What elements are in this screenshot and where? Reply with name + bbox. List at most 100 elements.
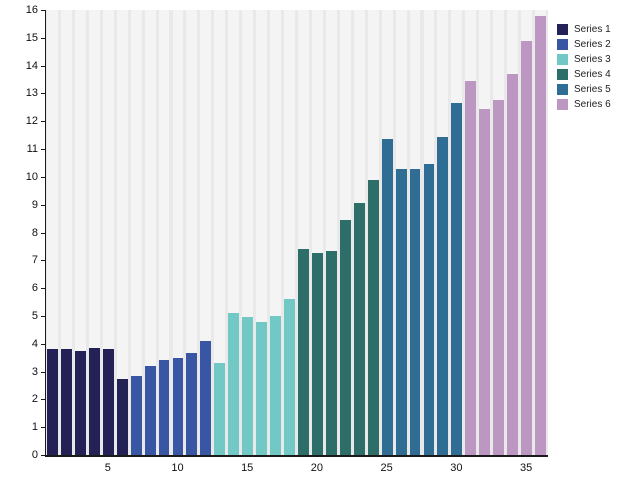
- bar: [395, 168, 407, 455]
- y-tick-mark: [41, 65, 45, 67]
- y-tick-label: 11: [26, 143, 38, 156]
- bar-slot: [367, 10, 381, 455]
- y-tick-mark: [41, 399, 45, 401]
- bar-background-stripe: [47, 10, 58, 455]
- bar-background-stripe: [228, 10, 240, 455]
- y-tick-label: 1: [31, 421, 38, 434]
- bar-slot: [255, 10, 269, 455]
- bar: [200, 340, 212, 455]
- bar: [88, 347, 100, 455]
- bar: [311, 253, 323, 455]
- y-tick-mark: [41, 427, 45, 429]
- bar: [158, 360, 170, 455]
- y-tick-label: 10: [25, 170, 38, 183]
- bar-slot: [464, 10, 478, 455]
- bar-background-stripe: [102, 10, 114, 455]
- y-tick-label: 16: [25, 4, 38, 16]
- bar-slot: [172, 10, 186, 455]
- x-tick-label: 25: [380, 462, 393, 474]
- plot-area: [45, 10, 548, 457]
- bar: [144, 366, 156, 455]
- bar: [367, 179, 379, 455]
- bar-slot: [88, 10, 102, 455]
- y-tick-mark: [41, 288, 45, 290]
- bar: [47, 349, 58, 455]
- bar-background-stripe: [325, 10, 337, 455]
- bar: [130, 375, 142, 455]
- bar-slot: [450, 10, 464, 455]
- bar: [242, 317, 254, 455]
- bar-background-stripe: [74, 10, 86, 455]
- bar: [451, 103, 463, 455]
- bar-slot: [325, 10, 339, 455]
- bar-slot: [116, 10, 130, 455]
- bar-slot: [478, 10, 492, 455]
- bar: [423, 164, 435, 455]
- bar-slot: [506, 10, 520, 455]
- bar-slot: [60, 10, 74, 455]
- bar-slot: [395, 10, 409, 455]
- legend-label: Series 4: [574, 69, 611, 80]
- bar: [74, 350, 86, 455]
- bar-background-stripe: [158, 10, 170, 455]
- bar: [535, 15, 546, 455]
- bar-slot: [74, 10, 88, 455]
- bar-slot: [241, 10, 255, 455]
- bar-slot: [46, 10, 60, 455]
- bar-background-stripe: [172, 10, 184, 455]
- bar: [270, 315, 282, 455]
- y-tick-label: 12: [25, 115, 38, 128]
- bar-slot: [423, 10, 437, 455]
- bar: [507, 73, 519, 455]
- legend-item: Series 4: [557, 69, 611, 80]
- bar-slot: [269, 10, 283, 455]
- bar-slot: [436, 10, 450, 455]
- bar: [284, 299, 295, 455]
- bar: [256, 321, 268, 455]
- y-tick-label: 5: [31, 309, 38, 322]
- bar: [102, 349, 114, 455]
- y-tick-mark: [41, 455, 45, 456]
- legend-label: Series 5: [574, 84, 611, 95]
- legend-swatch-icon: [557, 54, 568, 65]
- bar-slot: [339, 10, 353, 455]
- bar-background-stripe: [242, 10, 254, 455]
- bar-slot: [158, 10, 172, 455]
- legend-swatch-icon: [557, 99, 568, 110]
- bar-slot: [283, 10, 297, 455]
- x-tick-label: 5: [104, 462, 111, 474]
- bar-background-stripe: [270, 10, 282, 455]
- bar: [465, 80, 477, 455]
- bar: [325, 250, 337, 455]
- legend-item: Series 6: [557, 99, 611, 110]
- y-tick-label: 2: [31, 393, 38, 406]
- legend-swatch-icon: [557, 39, 568, 50]
- bar: [521, 40, 533, 455]
- bar-slot: [353, 10, 367, 455]
- bar: [353, 203, 365, 455]
- y-tick-mark: [41, 232, 45, 234]
- bar-background-stripe: [214, 10, 226, 455]
- bar: [116, 378, 128, 455]
- bar: [493, 100, 505, 455]
- bar-slot: [130, 10, 144, 455]
- legend: Series 1 Series 2 Series 3 Series 4 Series 5…: [557, 24, 611, 114]
- x-tick-label: 15: [241, 462, 254, 474]
- y-tick-mark: [41, 10, 45, 11]
- y-tick-mark: [41, 149, 45, 151]
- bar: [409, 168, 421, 455]
- bar-slot: [102, 10, 116, 455]
- y-tick-mark: [41, 371, 45, 373]
- y-tick-mark: [41, 37, 45, 39]
- legend-label: Series 2: [574, 39, 611, 50]
- y-tick-label: 15: [25, 31, 38, 44]
- bar-background-stripe: [130, 10, 142, 455]
- bar: [60, 349, 72, 455]
- bar-slot: [520, 10, 534, 455]
- bar: [479, 108, 491, 455]
- bar-slot: [492, 10, 506, 455]
- y-tick-mark: [41, 176, 45, 178]
- legend-item: Series 1: [557, 24, 611, 35]
- bar-slot: [144, 10, 158, 455]
